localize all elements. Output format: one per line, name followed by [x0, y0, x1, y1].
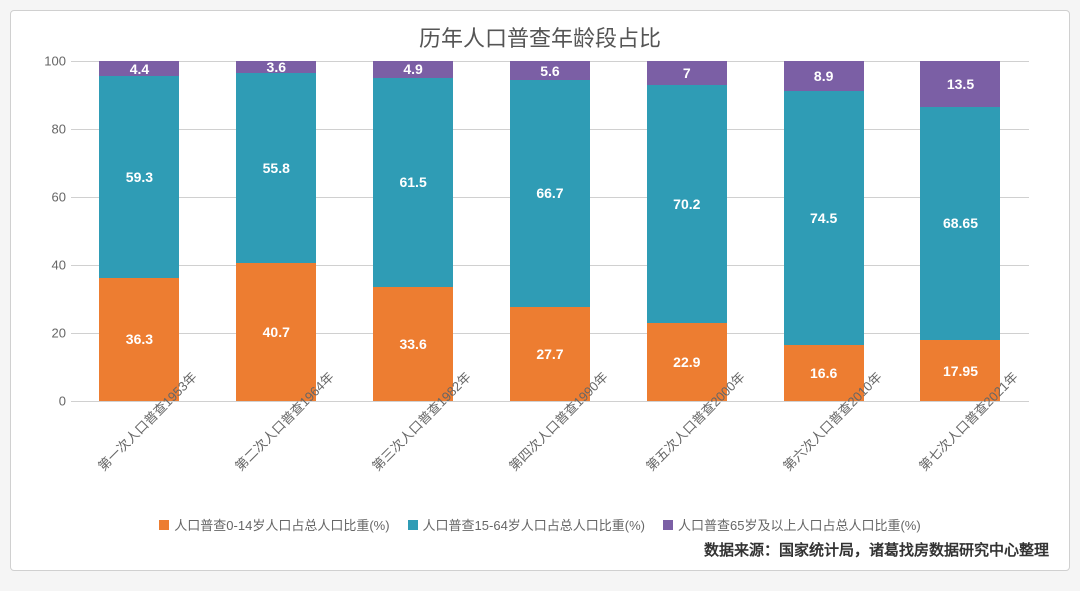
bar-value-label: 16.6: [810, 365, 837, 381]
bar-value-label: 74.5: [810, 210, 837, 226]
chart-container: 历年人口普查年龄段占比 0 20 40 60 80 100 36.3 59.3 4.4 40.7 5…: [10, 10, 1070, 571]
legend-swatch: [663, 520, 673, 530]
bar-value-label: 40.7: [263, 324, 290, 340]
y-tick-label: 0: [36, 394, 66, 409]
bar-group: 27.7 66.7 5.6: [510, 61, 590, 401]
legend-swatch: [408, 520, 418, 530]
bar-value-label: 55.8: [263, 160, 290, 176]
bar-value-label: 61.5: [399, 174, 426, 190]
bar-value-label: 70.2: [673, 196, 700, 212]
bar-segment: 7: [647, 61, 727, 85]
bar-value-label: 36.3: [126, 331, 153, 347]
legend-item: 人口普查0-14岁人口占总人口比重(%): [159, 515, 389, 534]
bar-segment: 59.3: [99, 76, 179, 278]
bar-segment: 74.5: [784, 91, 864, 344]
bar-group: 16.6 74.5 8.9: [784, 61, 864, 401]
bar-value-label: 17.95: [943, 363, 978, 379]
y-tick-label: 20: [36, 326, 66, 341]
bar-group: 17.95 68.65 13.5: [920, 61, 1000, 401]
bar-segment: 70.2: [647, 85, 727, 323]
x-axis-labels: 第一次人口普查1953年第二次人口普查1964年第三次人口普查1982年第四次人…: [71, 401, 1029, 511]
bar-value-label: 33.6: [399, 336, 426, 352]
bar-segment: 27.7: [510, 307, 590, 401]
bar-segment: 66.7: [510, 80, 590, 307]
bar-value-label: 5.6: [540, 63, 559, 79]
bar-segment: 8.9: [784, 61, 864, 91]
bar-segment: 3.6: [236, 61, 316, 73]
bar-group: 36.3 59.3 4.4: [99, 61, 179, 401]
legend-label: 人口普查0-14岁人口占总人口比重(%): [174, 515, 389, 534]
y-tick-label: 80: [36, 122, 66, 137]
bar-value-label: 4.4: [130, 61, 149, 77]
bar-value-label: 7: [683, 65, 691, 81]
bar-value-label: 4.9: [403, 61, 422, 77]
chart-title: 历年人口普查年龄段占比: [31, 21, 1049, 53]
bar-segment: 36.3: [99, 278, 179, 401]
bar-value-label: 22.9: [673, 354, 700, 370]
bar-segment: 61.5: [373, 78, 453, 287]
bar-segment: 22.9: [647, 323, 727, 401]
bar-segment: 5.6: [510, 61, 590, 80]
plot-area: 02040608010036.359.34.440.755.83.633.661…: [71, 61, 1029, 401]
y-tick-label: 40: [36, 258, 66, 273]
bar-group: 22.9 70.2 7: [647, 61, 727, 401]
bar-segment: 4.9: [373, 61, 453, 78]
bar-value-label: 59.3: [126, 169, 153, 185]
data-source: 数据来源：国家统计局，诸葛找房数据研究中心整理: [704, 539, 1049, 560]
bar-segment: 40.7: [236, 263, 316, 401]
bar-group: 40.7 55.8 3.6: [236, 61, 316, 401]
bar-value-label: 8.9: [814, 68, 833, 84]
bar-value-label: 27.7: [536, 346, 563, 362]
bar-segment: 4.4: [99, 61, 179, 76]
bar-group: 33.6 61.5 4.9: [373, 61, 453, 401]
y-tick-label: 100: [36, 54, 66, 69]
bar-segment: 68.65: [920, 107, 1000, 340]
bar-value-label: 3.6: [267, 59, 286, 75]
bar-segment: 13.5: [920, 61, 1000, 107]
bar-value-label: 66.7: [536, 185, 563, 201]
bar-segment: 55.8: [236, 73, 316, 263]
y-tick-label: 60: [36, 190, 66, 205]
bars: 36.3 59.3 4.4 40.7 55.8 3.6 33.6 61.5 4.9 27.7 66.…: [71, 61, 1029, 401]
bar-segment: 33.6: [373, 287, 453, 401]
bar-value-label: 13.5: [947, 76, 974, 92]
bar-value-label: 68.65: [943, 215, 978, 231]
